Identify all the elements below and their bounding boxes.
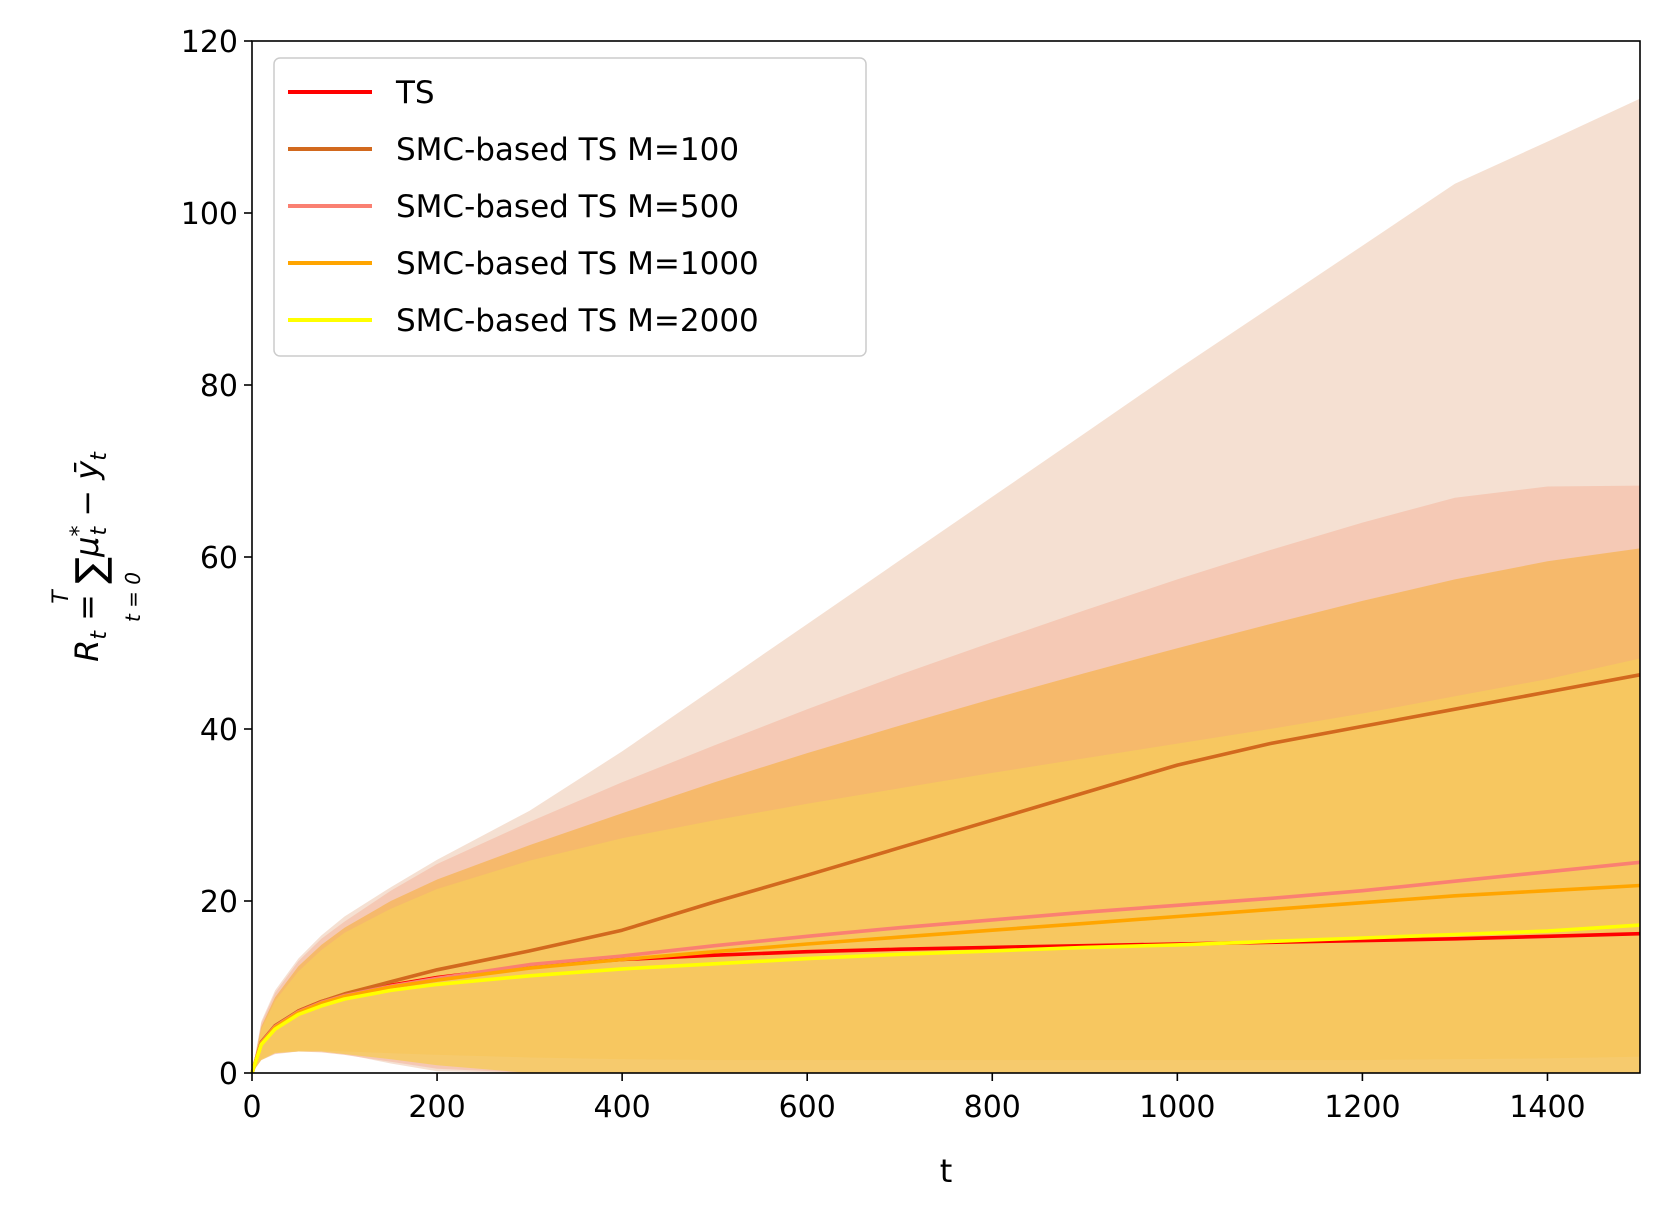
x-tick-label: 800 — [964, 1090, 1021, 1125]
y-tick-label: 100 — [181, 197, 238, 232]
x-axis-ticks: 0 200 400 600 800 1000 1200 1400 — [242, 1073, 1586, 1125]
legend-items: TS SMC-based TS M=100 SMC-based TS M=500 SM… — [288, 75, 759, 339]
legend-box — [273, 57, 867, 357]
legend-label-smc-based-ts-m-2000: SMC-based TS M=2000 — [396, 303, 759, 339]
y-axis-sum-upper: T — [49, 589, 74, 604]
y-tick-label: 120 — [181, 25, 238, 60]
y-tick-label: 0 — [219, 1057, 238, 1092]
series-lines — [250, 673, 1641, 1074]
x-tick-label: 200 — [408, 1090, 465, 1125]
y-axis-ticks: 0 20 40 60 80 100 120 — [181, 25, 252, 1092]
line-smc-based-ts-m-2000 — [250, 923, 1641, 1074]
y-tick-label: 60 — [200, 541, 238, 576]
legend-label-ts: TS — [395, 75, 435, 111]
y-tick-label: 20 — [200, 885, 238, 920]
x-axis-label: t — [940, 1152, 953, 1190]
x-tick-label: 0 — [242, 1090, 261, 1125]
y-axis-label-text: Rt = ∑μ*t − ȳt — [67, 451, 114, 662]
x-tick-label: 1400 — [1509, 1090, 1585, 1125]
y-axis-sum-lower: t = 0 — [121, 572, 145, 622]
legend-label-smc-based-ts-m-100: SMC-based TS M=100 — [396, 132, 739, 168]
y-tick-label: 80 — [200, 369, 238, 404]
x-tick-label: 400 — [594, 1090, 651, 1125]
x-tick-label: 600 — [779, 1090, 836, 1125]
x-tick-label: 1000 — [1139, 1090, 1215, 1125]
line-smc-based-ts-m-1000 — [250, 883, 1641, 1074]
legend-label-smc-based-ts-m-500: SMC-based TS M=500 — [396, 189, 739, 225]
y-axis-label: Rt = ∑μ*t − ȳt T t = 0 — [49, 451, 145, 662]
legend: TS SMC-based TS M=100 SMC-based TS M=500 SM… — [273, 57, 867, 357]
x-tick-label: 1200 — [1324, 1090, 1400, 1125]
y-tick-label: 40 — [200, 713, 238, 748]
legend-label-smc-based-ts-m-1000: SMC-based TS M=1000 — [396, 246, 759, 282]
